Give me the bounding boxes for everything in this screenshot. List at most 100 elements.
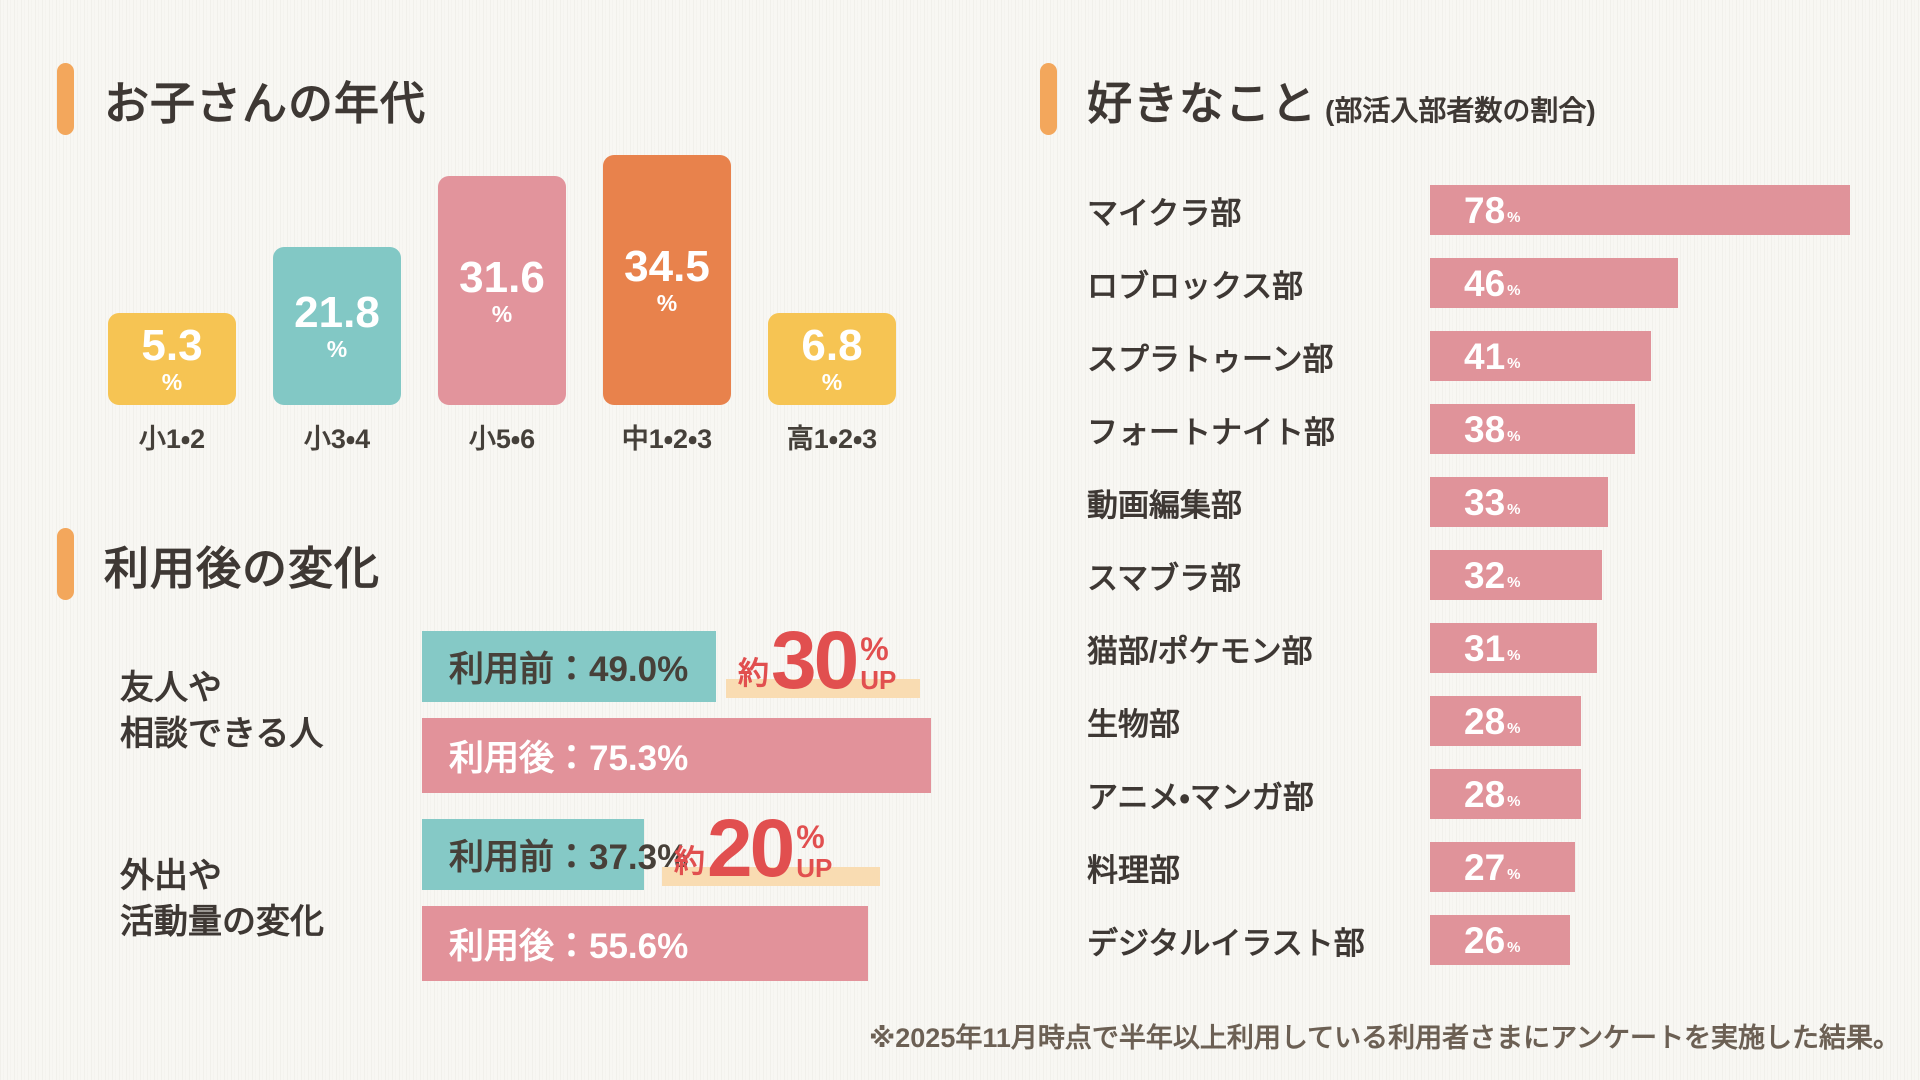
change-group-label-line: 友人や	[120, 669, 222, 707]
age-bar-category: 小5・6	[468, 424, 536, 454]
age-accent-bar	[57, 63, 74, 135]
club-bar-value: 26	[1464, 919, 1506, 961]
likes-section-subtitle: (部活入部者数の割合)	[1325, 95, 1596, 126]
change-group-label: 友人や 相談できる人	[120, 666, 323, 758]
change-group-label-line: 外出や	[120, 857, 222, 895]
age-bar-category: 小3・4	[303, 424, 371, 454]
before-bar: 利用前：49.0%	[422, 631, 716, 702]
increase-badge: 約 30% UP	[726, 615, 920, 707]
badge-prefix: 約	[738, 656, 769, 691]
after-bar: 利用後：75.3%	[422, 718, 931, 793]
club-bar-unit: %	[1507, 354, 1521, 372]
club-bar-unit: %	[1507, 208, 1521, 226]
age-bar-unit: %	[326, 336, 348, 362]
likes-section-header: 好きなこと (部活入部者数の割合)	[1040, 63, 1596, 135]
club-row-bar: 38%	[1430, 404, 1635, 454]
club-row-bar: 46%	[1430, 258, 1678, 308]
age-bar-category: 小1・2	[138, 424, 206, 454]
change-accent-bar	[57, 528, 74, 600]
before-bar-text: 利用前：49.0%	[449, 650, 689, 689]
survey-footnote: ※2025年11月時点で半年以上利用している利用者さまにアンケートを実施した結果…	[869, 1023, 1900, 1053]
club-row-label: 生物部	[1087, 706, 1180, 742]
badge-text: 約 30% UP	[726, 615, 920, 707]
change-group-label: 外出や 活動量の変化	[120, 854, 324, 946]
age-bar-unit: %	[161, 369, 183, 395]
club-row-label: 料理部	[1087, 852, 1180, 888]
club-row-bar: 41%	[1430, 331, 1651, 381]
club-bar-unit: %	[1507, 573, 1521, 591]
club-bar-value: 27	[1464, 846, 1506, 888]
club-bar-unit: %	[1507, 646, 1521, 664]
change-group-label-line: 活動量の変化	[120, 902, 324, 941]
badge-unit: %	[860, 631, 889, 667]
likes-accent-bar	[1040, 63, 1057, 135]
club-bar-value: 28	[1464, 700, 1506, 742]
age-bar-unit: %	[656, 290, 678, 316]
badge-suffix: UP	[860, 665, 897, 695]
club-row-bar: 26%	[1430, 915, 1570, 965]
club-row-label: 動画編集部	[1087, 487, 1242, 523]
change-section-title: 利用後の変化	[104, 542, 381, 594]
club-row-label: スプラトゥーン部	[1087, 341, 1334, 377]
club-bar-value: 28	[1464, 773, 1506, 815]
age-bar-value: 34.5	[624, 242, 710, 291]
club-bar-value: 31	[1464, 627, 1506, 669]
age-bar-category: 中1・2・3	[621, 424, 713, 454]
badge-suffix: UP	[796, 853, 833, 883]
badge-unit-col: % UP	[860, 633, 896, 693]
club-row-label: スマブラ部	[1087, 560, 1242, 596]
age-bar: 21.8%	[273, 247, 401, 405]
age-bar: 31.6%	[438, 176, 566, 405]
club-bar-unit: %	[1507, 427, 1521, 445]
change-group-label-line: 相談できる人	[120, 714, 324, 753]
age-bar: 5.3%	[108, 313, 236, 405]
club-row-bar: 33%	[1430, 477, 1608, 527]
club-row-label: アニメ・マンガ部	[1087, 779, 1314, 815]
age-bar: 34.5%	[603, 155, 731, 405]
badge-value: 20	[707, 803, 795, 895]
age-bar-value: 31.6	[459, 252, 545, 302]
club-row-bar: 31%	[1430, 623, 1597, 673]
badge-text: 約 20% UP	[662, 803, 880, 895]
badge-value: 30	[771, 615, 859, 707]
age-section-header: お子さんの年代	[57, 63, 426, 135]
age-bar-unit: %	[491, 300, 513, 327]
club-bar-unit: %	[1507, 865, 1521, 883]
after-bar-text: 利用後：55.6%	[449, 927, 689, 966]
age-bar: 6.8%	[768, 313, 896, 405]
club-row-label: 猫部/ポケモン部	[1087, 633, 1313, 669]
club-bar-value: 41	[1464, 335, 1506, 377]
age-section-title: お子さんの年代	[104, 77, 427, 129]
before-bar: 利用前：37.3%	[422, 819, 688, 890]
club-bar-value: 38	[1464, 408, 1506, 450]
club-bar-unit: %	[1507, 719, 1521, 737]
age-bar-value: 6.8	[801, 321, 863, 370]
club-bar-unit: %	[1507, 281, 1521, 299]
club-bar-value: 32	[1464, 554, 1506, 596]
club-row-label: マイクラ部	[1087, 195, 1242, 231]
club-row-label: デジタルイラスト部	[1087, 925, 1365, 961]
club-row-bar: 32%	[1430, 550, 1602, 600]
club-row-bar: 28%	[1430, 769, 1581, 819]
change-section-header: 利用後の変化	[57, 528, 380, 600]
badge-underline	[662, 867, 880, 886]
badge-unit: %	[796, 819, 825, 855]
age-bar-category: 高1・2・3	[786, 424, 878, 454]
increase-badge: 約 20% UP	[662, 803, 880, 895]
club-bar-value: 46	[1464, 262, 1506, 304]
badge-unit-col: % UP	[796, 821, 832, 881]
after-bar: 利用後：55.6%	[422, 906, 868, 981]
age-bar-value: 21.8	[294, 288, 380, 337]
club-row-bar: 27%	[1430, 842, 1575, 892]
age-bar-value: 5.3	[141, 321, 203, 370]
club-row-label: フォートナイト部	[1087, 414, 1335, 450]
club-row-bar: 78%	[1430, 185, 1850, 235]
before-bar-text: 利用前：37.3%	[449, 838, 689, 877]
club-row-bar: 28%	[1430, 696, 1581, 746]
club-bar-unit: %	[1507, 792, 1521, 810]
club-bar-value: 78	[1464, 189, 1506, 231]
badge-underline	[726, 679, 920, 698]
club-bar-unit: %	[1507, 938, 1521, 956]
badge-prefix: 約	[674, 844, 705, 879]
